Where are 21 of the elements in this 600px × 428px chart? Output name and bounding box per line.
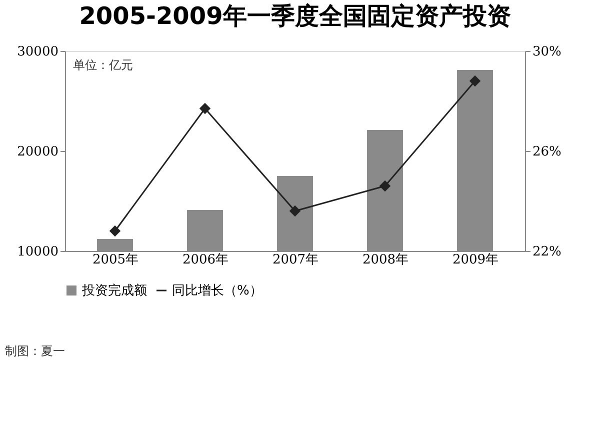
x-tick-label: 2009年	[452, 252, 499, 268]
y-tick-label: 20000	[17, 144, 58, 160]
x-tick-label: 2005年	[92, 252, 139, 268]
y2-tick-label: 22%	[532, 244, 562, 260]
x-tick-label: 2008年	[362, 252, 409, 268]
point	[200, 103, 210, 114]
x-tick-label: 2006年	[182, 252, 229, 268]
point	[470, 76, 480, 86]
y-tick-label: 30000	[17, 44, 58, 60]
point	[110, 226, 120, 236]
legend-label: 同比增长（%）	[172, 284, 262, 298]
y-tick-label: 10000	[17, 244, 58, 260]
text: 制图：夏一	[5, 344, 65, 358]
y2-tick-label: 26%	[532, 144, 562, 160]
point	[380, 180, 390, 192]
y2-tick-label: 30%	[532, 44, 562, 60]
point	[290, 206, 300, 216]
chart-title: 2005-2009年一季度全国固定资产投资	[79, 2, 511, 30]
annotation: 单位：亿元	[73, 58, 133, 72]
legend-label: 投资完成额	[81, 282, 147, 298]
x-tick-label: 2007年	[272, 252, 319, 268]
